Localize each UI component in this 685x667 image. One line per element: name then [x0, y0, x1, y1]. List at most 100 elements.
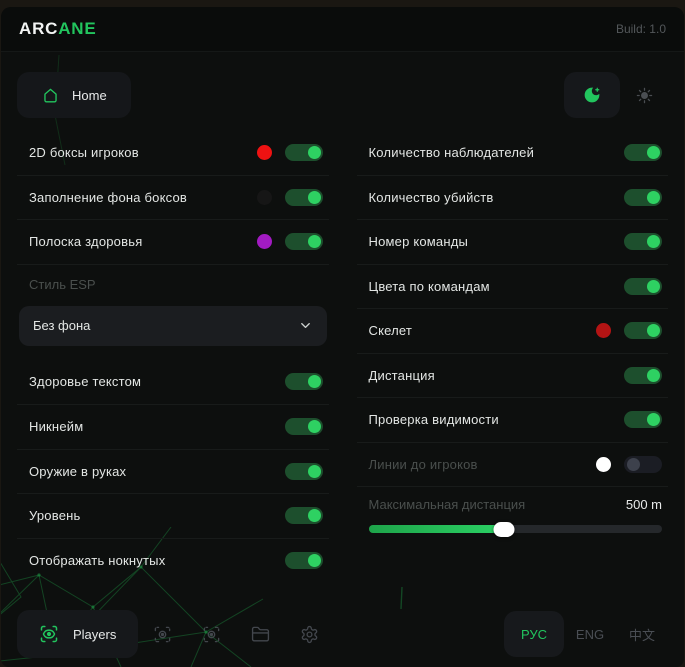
- max-distance-slider[interactable]: [368, 521, 662, 537]
- settings-tab-button[interactable]: [285, 610, 334, 658]
- toggle-health-text[interactable]: [284, 373, 323, 391]
- toggle-knob: [307, 190, 321, 204]
- lang-rus-button[interactable]: РУС: [504, 611, 564, 657]
- moon-icon: [584, 87, 600, 103]
- toggle-kills[interactable]: [624, 188, 662, 206]
- chevron-down-icon: [298, 318, 313, 333]
- toggle-knob: [307, 145, 321, 159]
- color-swatch[interactable]: [256, 234, 272, 250]
- max-distance-row: Максимальная дистанция 500 m: [356, 486, 668, 537]
- aimbot-tab-button[interactable]: [138, 610, 187, 658]
- language-switcher: РУС ENG 中文: [504, 611, 668, 657]
- setting-label: Полоска здоровья: [29, 234, 143, 250]
- gear-icon: [302, 625, 318, 643]
- sun-icon: [636, 87, 652, 103]
- brand-suffix: ANE: [58, 19, 97, 38]
- color-swatch[interactable]: [596, 456, 611, 472]
- color-swatch[interactable]: [596, 323, 611, 339]
- right-column: Количество наблюдателей Количество убийс…: [356, 130, 669, 582]
- toggle-knob: [647, 413, 660, 427]
- setting-label: 2D боксы игроков: [29, 144, 139, 160]
- setting-label: Скелет: [368, 323, 413, 339]
- players-label: Players: [73, 626, 117, 642]
- toggle-spectators[interactable]: [624, 143, 662, 161]
- scan-target-center: [208, 630, 216, 638]
- home-label: Home: [72, 87, 107, 103]
- toggle-visibility-check[interactable]: [624, 411, 662, 429]
- home-icon: [44, 88, 57, 103]
- brand-logo: ARCANE: [19, 19, 97, 39]
- target-scan-tab-button[interactable]: [187, 610, 236, 658]
- esp-style-label: Стиль ESP: [29, 276, 96, 292]
- setting-row-box-fill: Заполнение фона боксов: [17, 174, 329, 220]
- dropdown-value: Без фона: [33, 318, 91, 333]
- players-tab-button[interactable]: Players: [17, 610, 139, 658]
- setting-row-level: Уровень: [17, 493, 329, 538]
- max-distance-value: 500 m: [625, 497, 662, 512]
- scan-target-icon: [204, 626, 220, 642]
- toggle-show-knocked[interactable]: [284, 551, 323, 569]
- toggle-knob: [307, 464, 321, 478]
- color-swatch[interactable]: [256, 144, 272, 160]
- toggle-knob: [647, 279, 660, 293]
- scan-eye-pupil: [159, 630, 167, 638]
- dark-theme-button[interactable]: [564, 72, 620, 118]
- light-theme-button[interactable]: [620, 72, 668, 118]
- setting-label: Количество наблюдателей: [368, 144, 535, 160]
- setting-label: Номер команды: [368, 234, 469, 250]
- lang-eng-button[interactable]: ENG: [575, 626, 605, 642]
- setting-row-show-knocked: Отображать нокнутых: [17, 537, 329, 583]
- toggle-player-lines[interactable]: [624, 455, 662, 473]
- toggle-knob: [307, 420, 321, 434]
- players-scan-icon: [40, 625, 58, 643]
- setting-row-team-number: Номер команды: [356, 219, 668, 264]
- setting-label: Цвета по командам: [368, 278, 490, 294]
- esp-style-dropdown[interactable]: Без фона: [19, 305, 327, 346]
- toggle-knob: [647, 368, 660, 382]
- setting-label: Заполнение фона боксов: [29, 189, 187, 205]
- setting-row-spectators: Количество наблюдателей: [357, 130, 669, 175]
- toggle-knob: [647, 190, 660, 204]
- setting-row-player-lines: Линии до игроков: [356, 441, 668, 487]
- setting-row-skeleton: Скелет: [356, 308, 668, 353]
- toggle-knob: [647, 145, 660, 159]
- toggle-level[interactable]: [284, 507, 323, 525]
- toggle-nickname[interactable]: [284, 418, 323, 436]
- color-swatch[interactable]: [256, 189, 272, 205]
- folder-icon: [252, 626, 270, 642]
- setting-row-kills: Количество убийств: [356, 174, 668, 220]
- setting-row-distance: Дистанция: [356, 352, 668, 398]
- toggle-knob: [307, 235, 321, 249]
- home-button[interactable]: Home: [17, 72, 131, 118]
- toggle-team-colors[interactable]: [624, 277, 662, 295]
- lang-zh-button[interactable]: 中文: [628, 627, 655, 643]
- setting-row-visibility-check: Проверка видимости: [356, 397, 668, 442]
- setting-label: Проверка видимости: [368, 412, 499, 428]
- app-window: ARCANE Build: 1.0 Home: [1, 7, 684, 667]
- toggle-knob: [647, 235, 660, 249]
- slider-fill: [368, 525, 504, 533]
- toggle-box-fill[interactable]: [284, 188, 323, 206]
- setting-row-health-bar: Полоска здоровья: [17, 219, 329, 264]
- scan-eye-icon: [155, 626, 171, 642]
- brand-prefix: ARC: [19, 19, 59, 38]
- toggle-distance[interactable]: [624, 366, 662, 384]
- toggle-knob: [307, 375, 321, 389]
- toggle-2d-boxes[interactable]: [284, 143, 323, 161]
- slider-knob[interactable]: [493, 521, 514, 537]
- toggle-health-bar[interactable]: [284, 233, 323, 251]
- setting-row-weapon: Оружие в руках: [17, 448, 329, 494]
- setting-row-health-text: Здоровье текстом: [17, 360, 329, 405]
- setting-label: Уровень: [29, 508, 81, 524]
- toggle-skeleton[interactable]: [624, 322, 662, 340]
- configs-tab-button[interactable]: [236, 610, 285, 658]
- nav-row: Home: [1, 52, 684, 122]
- setting-label: Линии до игроков: [368, 456, 478, 472]
- build-version: Build: 1.0: [615, 22, 666, 36]
- toggle-knob: [307, 553, 321, 567]
- theme-switch: [564, 72, 668, 118]
- toggle-weapon[interactable]: [284, 462, 323, 480]
- toggle-team-number[interactable]: [624, 233, 662, 251]
- setting-label: Количество убийств: [368, 189, 494, 205]
- setting-row-nickname: Никнейм: [17, 404, 329, 449]
